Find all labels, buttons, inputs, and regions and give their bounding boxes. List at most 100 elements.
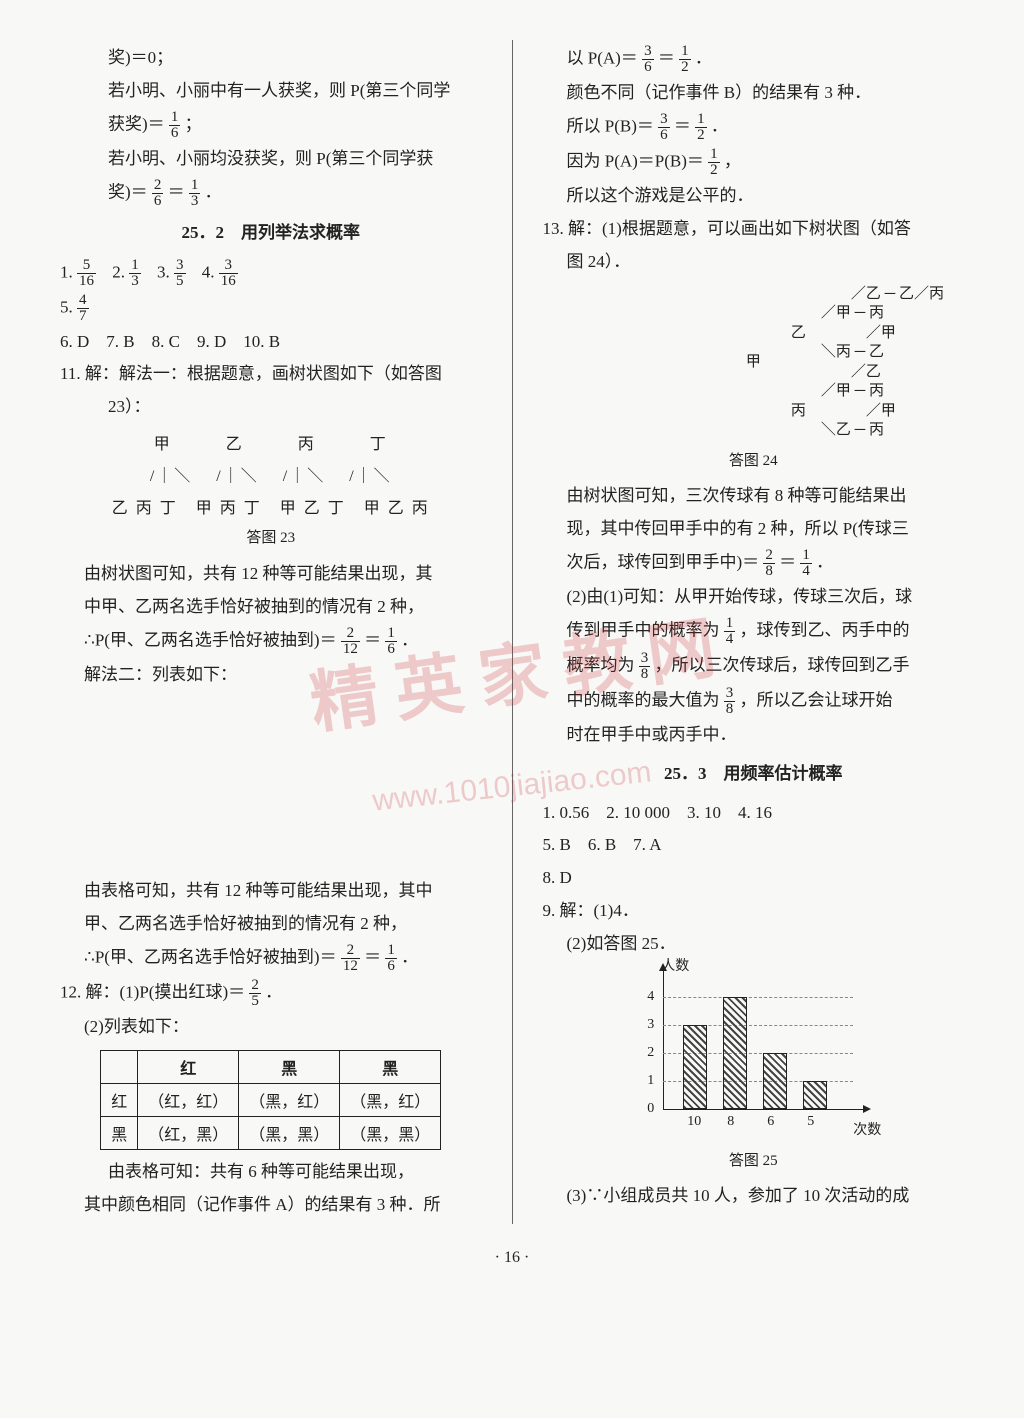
tree-24: 甲 ／乙 ─ 乙／丙 ／甲 ─ 丙 乙 ／甲 ＼丙 ─ 乙 ／乙 ／甲 ─ 丙 … xyxy=(543,285,945,441)
text-line: (2)由(1)可知：从甲开始传球，传球三次后，球 xyxy=(543,583,965,612)
y-axis-label: 人数 xyxy=(661,955,689,975)
y-tick: 0 xyxy=(647,1101,654,1117)
text-line: 由树状图可知，共有 12 种等可能结果出现，其 xyxy=(60,560,482,589)
text: 奖)＝ xyxy=(108,182,148,201)
table-cell xyxy=(101,1051,138,1084)
x-axis-arrow xyxy=(863,1105,871,1113)
figure-23-label: 答图 23 xyxy=(60,526,482,552)
fraction: 14 xyxy=(724,616,736,647)
x-tick: 6 xyxy=(767,1114,774,1130)
x-tick: 10 xyxy=(687,1114,701,1130)
answer-item: 1. 516 xyxy=(60,258,96,289)
text: ． xyxy=(401,948,418,967)
fraction: 212 xyxy=(341,943,360,974)
fraction: 14 xyxy=(800,548,812,579)
fraction: 16 xyxy=(169,110,181,141)
text-line: 其中颜色相同（记作事件 A）的结果有 3 种．所 xyxy=(60,1191,482,1220)
table-cell: 红 xyxy=(101,1084,138,1117)
bar xyxy=(683,1025,707,1109)
text: ． xyxy=(205,182,222,201)
text-line: (2)列表如下： xyxy=(60,1013,482,1042)
figure-25-label: 答图 25 xyxy=(543,1149,965,1175)
table-cell: 红 xyxy=(138,1051,239,1084)
text-line: 解法二：列表如下： xyxy=(60,661,482,690)
fraction: 12 xyxy=(708,147,720,178)
text-line: 由表格可知，共有 12 种等可能结果出现，其中 xyxy=(60,877,482,906)
text-line: 因为 P(A)＝P(B)＝ 12 ， xyxy=(543,147,965,178)
answers-253-2: 5. B 6. B 7. A xyxy=(543,831,965,860)
text-line: 传到甲手中的概率为 14 ，球传到乙、丙手中的 xyxy=(543,616,965,647)
y-tick: 1 xyxy=(647,1073,654,1089)
text-line: 所以这个游戏是公平的． xyxy=(543,182,965,211)
answers-253-1: 1. 0.56 2. 10 000 3. 10 4. 16 xyxy=(543,799,965,828)
answer-item: 5. 47 xyxy=(60,293,89,324)
answer-item: 4. 316 xyxy=(202,258,238,289)
answers-row-1: 1. 516 2. 13 3. 35 4. 316 xyxy=(60,258,482,289)
fraction: 13 xyxy=(189,178,201,209)
bar xyxy=(763,1053,787,1109)
text-line: 奖)＝ 26 ＝ 13 ． xyxy=(60,178,482,209)
text: 中的概率的最大值为 xyxy=(567,690,720,709)
text: ． xyxy=(695,48,712,67)
fraction: 16 xyxy=(385,626,397,657)
fraction: 12 xyxy=(695,112,707,143)
text-line: 由表格可知：共有 6 种等可能结果出现， xyxy=(60,1158,482,1187)
table-cell: （红，黑） xyxy=(138,1117,239,1150)
y-tick: 2 xyxy=(647,1045,654,1061)
fraction: 12 xyxy=(679,44,691,75)
bar-chart-25: 人数 次数 0123410865 xyxy=(623,969,883,1139)
q9-line: 9. 解：(1)4． xyxy=(543,897,965,926)
text: ，所以乙会让球开始 xyxy=(740,690,893,709)
fraction: 38 xyxy=(724,686,736,717)
text: ，球传到乙、丙手中的 xyxy=(740,620,910,639)
fraction: 16 xyxy=(385,943,397,974)
q11-line: 11. 解：解法一：根据题意，画树状图如下（如答图 xyxy=(60,360,482,389)
answers-row-5: 5. 47 xyxy=(60,293,482,324)
text: ＝ xyxy=(658,48,675,67)
text: ， xyxy=(724,151,741,170)
table-cell: （黑，红） xyxy=(239,1084,340,1117)
fraction: 38 xyxy=(639,651,651,682)
text: ＝ xyxy=(168,182,185,201)
text: 概率均为 xyxy=(567,655,635,674)
text-line: 甲、乙两名选手恰好被抽到的情况有 2 种， xyxy=(60,910,482,939)
text: ． xyxy=(816,552,833,571)
figure-24-label: 答图 24 xyxy=(543,449,965,475)
text: ＝ xyxy=(779,552,796,571)
fraction: 36 xyxy=(642,44,654,75)
text-line: (3)∵小组成员共 10 人，参加了 10 次活动的成 xyxy=(543,1182,965,1211)
table-row: 红 （红，红） （黑，红） （黑，红） xyxy=(101,1084,441,1117)
text: ∴P(甲、乙两名选手恰好被抽到)＝ xyxy=(84,948,337,967)
text: ∴P(甲、乙两名选手恰好被抽到)＝ xyxy=(84,630,337,649)
x-axis xyxy=(663,1109,863,1110)
fraction: 36 xyxy=(658,112,670,143)
text: 因为 P(A)＝P(B)＝ xyxy=(567,151,704,170)
answer-item: 2. 13 xyxy=(112,258,141,289)
text-line: 次后，球传回到甲手中)＝ 28 ＝ 14 ． xyxy=(543,548,965,579)
section-title-252: 25．2 用列举法求概率 xyxy=(60,219,482,248)
bar xyxy=(803,1081,827,1109)
text-line: 现，其中传回甲手中的有 2 种，所以 P(传球三 xyxy=(543,515,965,544)
text: 以 P(A)＝ xyxy=(567,48,638,67)
text-line: (2)如答图 25． xyxy=(543,930,965,959)
y-tick: 3 xyxy=(647,1017,654,1033)
right-column: 以 P(A)＝ 36 ＝ 12 ． 颜色不同（记作事件 B）的结果有 3 种． … xyxy=(543,40,965,1224)
text: 所以 P(B)＝ xyxy=(567,116,654,135)
grid-line xyxy=(663,997,853,998)
text-line: 若小明、小丽中有一人获奖，则 P(第三个同学 xyxy=(60,77,482,106)
table-12: 红 黑 黑 红 （红，红） （黑，红） （黑，红） 黑 （红，黑） （黑，黑） … xyxy=(100,1050,441,1150)
answers-row-6: 6. D 7. B 8. C 9. D 10. B xyxy=(60,328,482,357)
q11-line: 23）： xyxy=(60,393,482,422)
text: ； xyxy=(185,114,202,133)
table-cell: 黑 xyxy=(340,1051,441,1084)
fraction: 212 xyxy=(341,626,360,657)
left-column: 奖)＝0； 若小明、小丽中有一人获奖，则 P(第三个同学 获奖)＝ 16 ； 若… xyxy=(60,40,482,1224)
text-line: 由树状图可知，三次传球有 8 种等可能结果出 xyxy=(543,482,965,511)
blank-table-area xyxy=(60,693,482,873)
text: ＝ xyxy=(364,948,381,967)
x-tick: 8 xyxy=(727,1114,734,1130)
table-row: 黑 （红，黑） （黑，黑） （黑，黑） xyxy=(101,1117,441,1150)
text-line: 所以 P(B)＝ 36 ＝ 12 ． xyxy=(543,112,965,143)
table-cell: （黑，黑） xyxy=(239,1117,340,1150)
text-line: 中的概率的最大值为 38 ，所以乙会让球开始 xyxy=(543,686,965,717)
